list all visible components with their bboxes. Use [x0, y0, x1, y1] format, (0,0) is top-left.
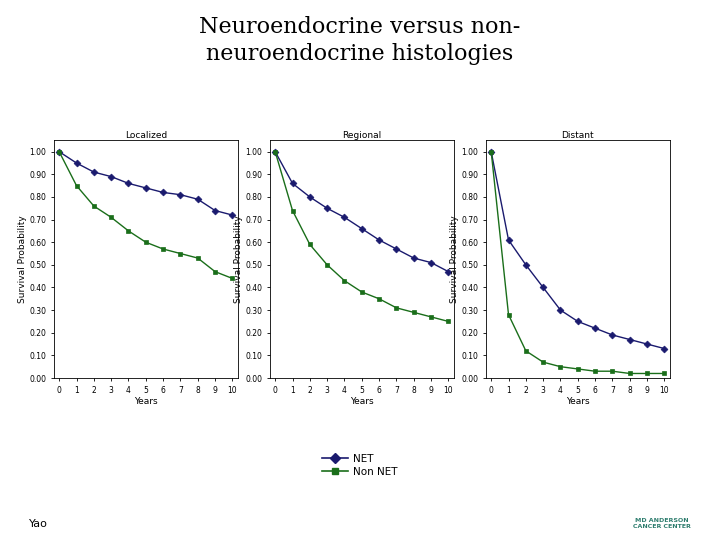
Text: Neuroendocrine versus non-
neuroendocrine histologies: Neuroendocrine versus non- neuroendocrin… — [199, 16, 521, 65]
Text: Yao: Yao — [29, 519, 48, 529]
X-axis label: Years: Years — [566, 397, 590, 407]
Title: Distant: Distant — [562, 131, 594, 140]
Title: Regional: Regional — [342, 131, 382, 140]
Y-axis label: Survival Probability: Survival Probability — [449, 215, 459, 303]
X-axis label: Years: Years — [350, 397, 374, 407]
Y-axis label: Survival Probability: Survival Probability — [233, 215, 243, 303]
Legend: NET, Non NET: NET, Non NET — [318, 449, 402, 481]
Y-axis label: Survival Probability: Survival Probability — [17, 215, 27, 303]
Title: Localized: Localized — [125, 131, 167, 140]
Text: MD ANDERSON
CANCER CENTER: MD ANDERSON CANCER CENTER — [634, 518, 691, 529]
X-axis label: Years: Years — [134, 397, 158, 407]
